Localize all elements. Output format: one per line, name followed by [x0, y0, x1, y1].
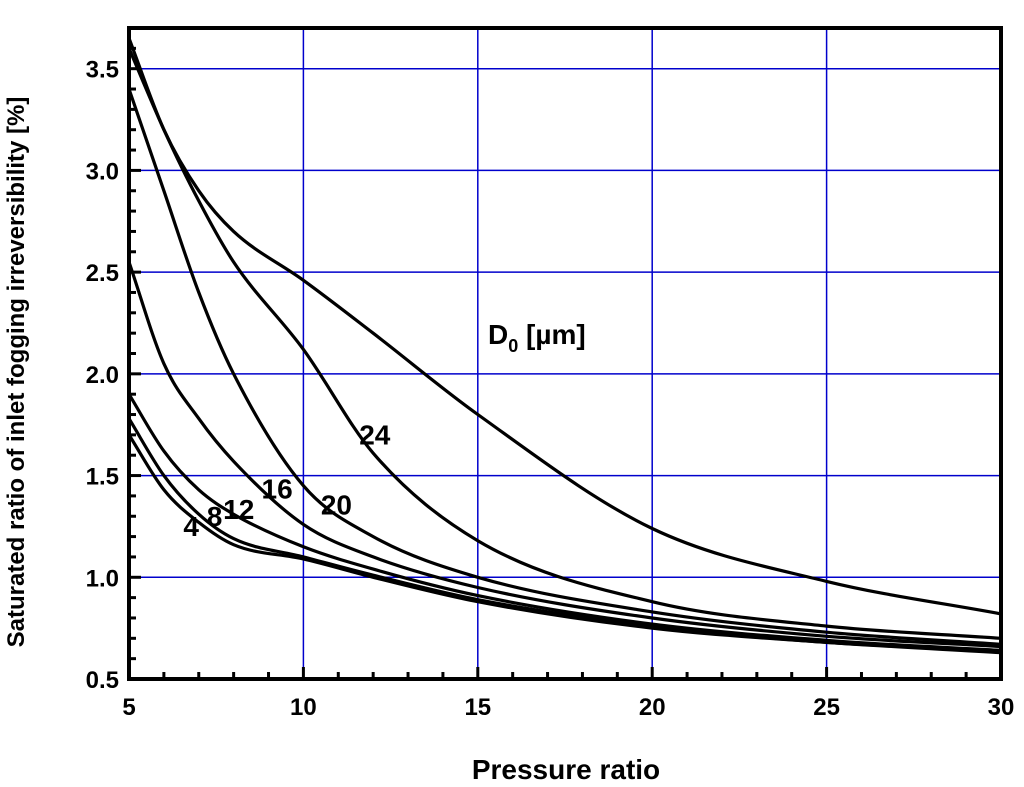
series-line-20 — [127, 88, 1002, 646]
tick-marks — [127, 26, 1003, 681]
series-line-8 — [127, 417, 1002, 653]
curve-label-16: 16 — [262, 474, 293, 505]
legend-title: D0 [µm] — [488, 319, 586, 356]
x-tick-label-10: 10 — [290, 694, 317, 721]
curve-label-4: 4 — [183, 511, 199, 542]
x-tick-label-25: 25 — [813, 694, 840, 721]
y-tick-label-3.5: 3.5 — [86, 57, 119, 84]
x-tick-label-30: 30 — [988, 694, 1015, 721]
legend-title-subscript: 0 — [508, 336, 518, 356]
y-tick-label-1.5: 1.5 — [86, 464, 119, 491]
series-line-4 — [127, 434, 1002, 655]
y-tick-label-0.5: 0.5 — [86, 667, 119, 694]
grid — [129, 28, 1001, 679]
x-tick-label-20: 20 — [639, 694, 666, 721]
curve-label-24: 24 — [359, 419, 391, 450]
curve-label-20: 20 — [321, 489, 352, 520]
plot-frame — [127, 26, 1003, 681]
y-tick-label-2.5: 2.5 — [86, 260, 119, 287]
data-curves — [127, 37, 1002, 655]
series-line-28 — [127, 37, 1002, 616]
series-line-16 — [127, 261, 1002, 649]
series-line-12 — [127, 393, 1002, 653]
curve-label-12: 12 — [223, 494, 254, 525]
x-tick-label-5: 5 — [122, 694, 135, 721]
y-tick-label-3.0: 3.0 — [86, 158, 119, 185]
tick-labels: 5 10 15 20 25 30 0.5 1.0 1.5 2.0 2.5 3.0 3.5 — [86, 57, 1015, 721]
legend-title-unit: [µm] — [518, 319, 585, 350]
x-axis-title: Pressure ratio — [472, 754, 660, 785]
curve-label-8: 8 — [207, 501, 223, 532]
y-axis-title: Saturated ratio of inlet fogging irrever… — [3, 97, 30, 648]
legend-title-main: D — [488, 319, 508, 350]
x-tick-label-15: 15 — [464, 694, 491, 721]
y-tick-label-1.0: 1.0 — [86, 565, 119, 592]
y-tick-label-2.0: 2.0 — [86, 362, 119, 389]
curve-labels: 4 8 12 16 20 24 — [183, 419, 390, 542]
series-line-24 — [127, 47, 1002, 640]
